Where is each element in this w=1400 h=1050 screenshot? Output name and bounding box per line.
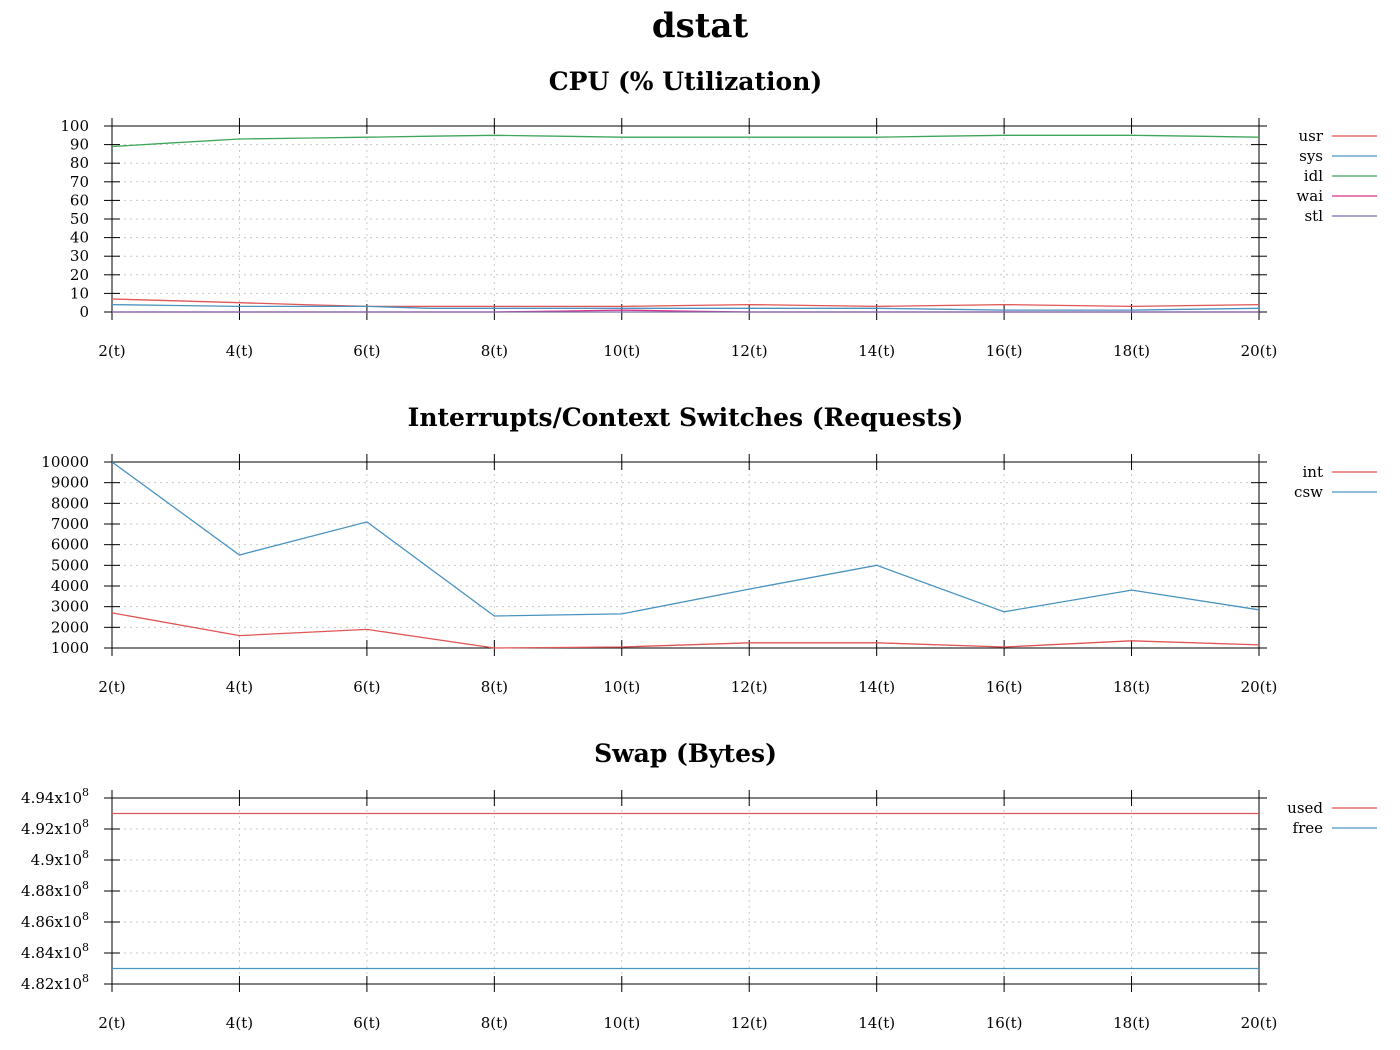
y-tick-label: 20 (70, 266, 89, 284)
y-tick-label: 100 (60, 117, 89, 135)
y-tick-exponent: 8 (82, 972, 89, 985)
y-tick-label: 80 (70, 154, 89, 172)
page-title: dstat (651, 6, 749, 46)
x-tick-label: 18(t) (1113, 1014, 1150, 1032)
x-tick-label: 8(t) (481, 1014, 508, 1032)
chart-title: Interrupts/Context Switches (Requests) (408, 403, 964, 432)
y-tick-label: 60 (70, 191, 89, 209)
legend-label-idl: idl (1304, 167, 1323, 185)
y-tick-label: 4.88x108 (21, 879, 89, 900)
chart-title: CPU (% Utilization) (549, 67, 822, 96)
x-tick-label: 12(t) (731, 1014, 768, 1032)
x-tick-label: 18(t) (1113, 342, 1150, 360)
y-tick-exponent: 8 (82, 848, 89, 861)
y-tick-label: 2000 (51, 618, 89, 636)
x-tick-label: 10(t) (603, 1014, 640, 1032)
x-tick-label: 12(t) (731, 342, 768, 360)
x-tick-label: 20(t) (1241, 1014, 1278, 1032)
x-tick-label: 4(t) (226, 1014, 253, 1032)
y-tick-exponent: 8 (82, 910, 89, 923)
x-tick-label: 8(t) (481, 342, 508, 360)
series-line-sys (111, 303, 1260, 311)
y-tick-exponent: 8 (82, 786, 89, 799)
series-line-idl (111, 134, 1260, 148)
x-tick-label: 2(t) (98, 342, 125, 360)
y-tick-label: 4000 (51, 577, 89, 595)
legend-label-int: int (1303, 463, 1324, 481)
x-tick-label: 6(t) (353, 1014, 380, 1032)
y-tick-label: 9000 (51, 474, 89, 492)
legend-label-usr: usr (1298, 127, 1323, 145)
y-tick-label: 4.92x108 (21, 817, 89, 838)
x-tick-label: 8(t) (481, 678, 508, 696)
x-tick-label: 16(t) (986, 1014, 1023, 1032)
legend-label-wai: wai (1296, 187, 1323, 205)
y-tick-label: 8000 (51, 494, 89, 512)
x-tick-label: 16(t) (986, 342, 1023, 360)
series-line-csw (111, 461, 1260, 617)
legend-label-used: used (1287, 799, 1323, 817)
y-tick-mantissa: 4.9x10 (31, 851, 82, 869)
x-tick-label: 20(t) (1241, 342, 1278, 360)
chart-title: Swap (Bytes) (594, 739, 777, 768)
series-line-usr (111, 298, 1260, 308)
chart-swap: Swap (Bytes) 2(t) 4(t) 6(t) 8(t) 10(t) 12(t) 14… (21, 739, 1377, 1032)
y-tick-label: 30 (70, 247, 89, 265)
y-tick-label: 4.82x108 (21, 972, 89, 993)
y-tick-mantissa: 4.94x10 (21, 789, 82, 807)
legend-label-free: free (1293, 819, 1324, 837)
y-tick-exponent: 8 (82, 941, 89, 954)
x-tick-label: 10(t) (603, 678, 640, 696)
y-tick-label: 90 (70, 136, 89, 154)
y-tick-label: 10 (70, 284, 89, 302)
x-tick-label: 16(t) (986, 678, 1023, 696)
x-tick-label: 14(t) (858, 1014, 895, 1032)
y-tick-label: 4.9x108 (31, 848, 89, 869)
y-tick-label: 4.84x108 (21, 941, 89, 962)
y-tick-label: 5000 (51, 556, 89, 574)
y-tick-mantissa: 4.92x10 (21, 820, 82, 838)
legend-label-sys: sys (1299, 147, 1323, 165)
y-tick-mantissa: 4.86x10 (21, 913, 82, 931)
x-tick-label: 6(t) (353, 678, 380, 696)
y-tick-label: 6000 (51, 536, 89, 554)
y-tick-label: 50 (70, 210, 89, 228)
x-tick-label: 6(t) (353, 342, 380, 360)
y-tick-exponent: 8 (82, 817, 89, 830)
chart-cpu: CPU (% Utilization) 2(t) 4(t) 6(t) 8(t) 10(t)… (60, 67, 1377, 360)
y-tick-label: 10000 (41, 453, 89, 471)
y-tick-mantissa: 4.88x10 (21, 882, 82, 900)
y-tick-label: 40 (70, 229, 89, 247)
legend-label-stl: stl (1304, 207, 1323, 225)
y-tick-label: 7000 (51, 515, 89, 533)
y-tick-exponent: 8 (82, 879, 89, 892)
x-tick-label: 20(t) (1241, 678, 1278, 696)
x-tick-label: 14(t) (858, 342, 895, 360)
x-tick-label: 10(t) (603, 342, 640, 360)
x-tick-label: 18(t) (1113, 678, 1150, 696)
chart-irq: Interrupts/Context Switches (Requests) 2(… (41, 403, 1377, 696)
x-tick-label: 4(t) (226, 342, 253, 360)
y-tick-label: 0 (79, 303, 89, 321)
y-tick-label: 3000 (51, 598, 89, 616)
x-tick-label: 4(t) (226, 678, 253, 696)
y-tick-mantissa: 4.82x10 (21, 975, 82, 993)
x-tick-label: 2(t) (98, 1014, 125, 1032)
x-tick-label: 14(t) (858, 678, 895, 696)
y-tick-mantissa: 4.84x10 (21, 944, 82, 962)
legend-label-csw: csw (1294, 483, 1323, 501)
series-line-int (111, 612, 1260, 649)
y-tick-label: 1000 (51, 639, 89, 657)
x-tick-label: 2(t) (98, 678, 125, 696)
x-tick-label: 12(t) (731, 678, 768, 696)
y-tick-label: 4.86x108 (21, 910, 89, 931)
y-tick-label: 70 (70, 173, 89, 191)
y-tick-label: 4.94x108 (21, 786, 89, 807)
